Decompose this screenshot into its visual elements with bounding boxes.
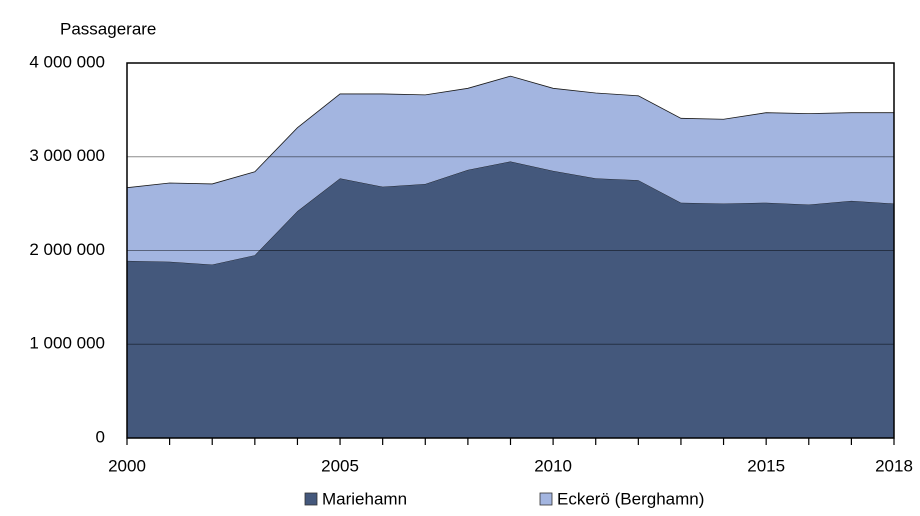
y-tick-label: 1 000 000 (29, 334, 105, 353)
area (127, 76, 894, 265)
y-tick-label: 0 (96, 427, 105, 446)
x-tick-label: 2010 (534, 456, 572, 475)
y-tick-label: 2 000 000 (29, 240, 105, 259)
area (127, 161, 894, 438)
legend-swatch (539, 492, 553, 506)
y-axis-title: Passagerare (60, 19, 156, 38)
x-tick-label: 2018 (875, 456, 913, 475)
legend-label: Eckerö (Berghamn) (557, 489, 704, 508)
legend-label: Mariehamn (322, 489, 407, 508)
legend-swatch (304, 492, 318, 506)
area-edge (126, 75, 894, 189)
y-tick-label: 4 000 000 (29, 52, 105, 71)
y-tick-label: 3 000 000 (29, 146, 105, 165)
x-tick-label: 2000 (108, 456, 146, 475)
x-tick-label: 2015 (747, 456, 785, 475)
x-tick-label: 2005 (321, 456, 359, 475)
